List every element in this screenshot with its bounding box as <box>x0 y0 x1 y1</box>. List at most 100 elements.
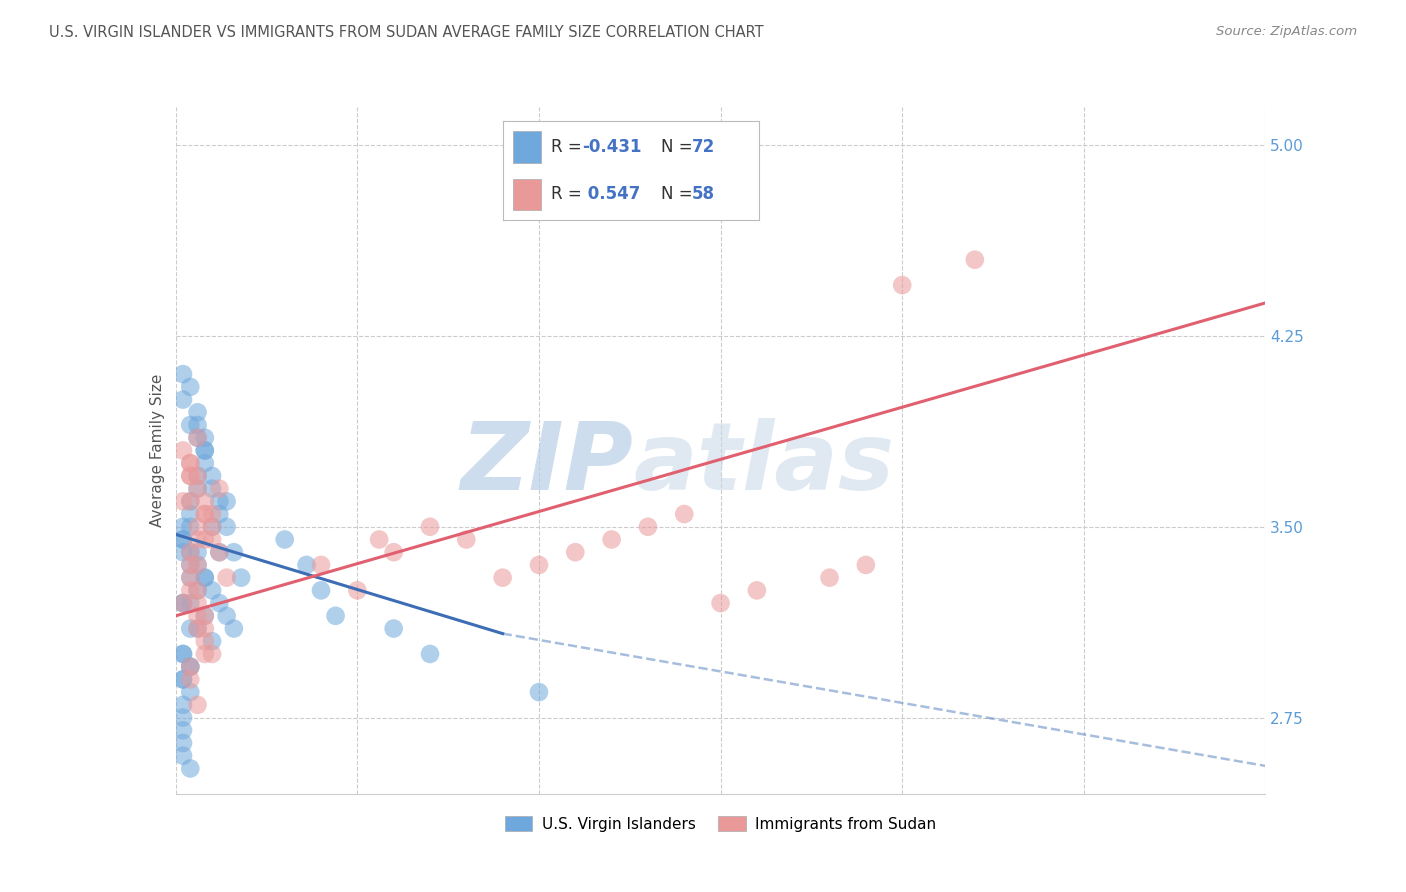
Point <box>186 558 209 572</box>
Point <box>179 380 201 394</box>
Point <box>215 494 238 508</box>
Point <box>201 469 224 483</box>
Point <box>194 571 217 585</box>
Point <box>172 723 194 738</box>
Point <box>673 507 696 521</box>
Point <box>194 431 217 445</box>
Point <box>527 558 550 572</box>
Point <box>172 673 194 687</box>
Point <box>172 392 194 407</box>
Point <box>186 622 209 636</box>
Point <box>194 608 217 623</box>
Point <box>208 482 231 496</box>
Point <box>186 482 209 496</box>
Point <box>179 494 201 508</box>
Point <box>172 596 194 610</box>
Point <box>186 469 209 483</box>
Point <box>172 736 194 750</box>
Point <box>186 431 209 445</box>
Point <box>325 608 347 623</box>
Point <box>637 520 659 534</box>
Point <box>194 608 217 623</box>
Point <box>179 659 201 673</box>
Legend: U.S. Virgin Islanders, Immigrants from Sudan: U.S. Virgin Islanders, Immigrants from S… <box>499 810 942 838</box>
Point <box>274 533 297 547</box>
Point <box>172 443 194 458</box>
Point <box>194 634 217 648</box>
Point <box>179 673 201 687</box>
Point <box>201 647 224 661</box>
Point <box>600 533 623 547</box>
Point <box>194 456 217 470</box>
Point <box>179 545 201 559</box>
Point <box>186 469 209 483</box>
Point <box>201 634 224 648</box>
Point <box>231 571 253 585</box>
Point <box>215 571 238 585</box>
Point <box>194 533 217 547</box>
Point <box>201 482 224 496</box>
Point <box>186 622 209 636</box>
Point <box>186 558 209 572</box>
Point <box>201 507 224 521</box>
Point <box>346 583 368 598</box>
Point <box>186 482 209 496</box>
Point <box>179 571 201 585</box>
Point <box>186 431 209 445</box>
Point <box>179 417 201 432</box>
Point <box>186 583 209 598</box>
Point <box>194 571 217 585</box>
Text: atlas: atlas <box>633 418 894 510</box>
Point <box>186 596 209 610</box>
Point <box>179 507 201 521</box>
Point <box>710 596 733 610</box>
Point <box>179 456 201 470</box>
Point <box>172 698 194 712</box>
Point <box>194 443 217 458</box>
Point <box>186 417 209 432</box>
Text: ZIP: ZIP <box>461 418 633 510</box>
Point <box>172 533 194 547</box>
Point <box>179 622 201 636</box>
Y-axis label: Average Family Size: Average Family Size <box>149 374 165 527</box>
Point <box>194 507 217 521</box>
Point <box>179 659 201 673</box>
Point <box>179 469 201 483</box>
Point <box>492 571 515 585</box>
Point <box>186 698 209 712</box>
Point <box>222 545 245 559</box>
Point <box>186 520 209 534</box>
Point <box>172 545 194 559</box>
Point <box>201 533 224 547</box>
Point <box>172 520 194 534</box>
Point <box>201 583 224 598</box>
Point <box>208 545 231 559</box>
Point <box>186 545 209 559</box>
Point <box>172 748 194 763</box>
Point <box>179 558 201 572</box>
Point <box>186 533 209 547</box>
Point <box>194 647 217 661</box>
Point <box>194 443 217 458</box>
Point <box>179 469 201 483</box>
Point <box>194 494 217 508</box>
Point <box>208 507 231 521</box>
Point <box>172 596 194 610</box>
Point <box>201 520 224 534</box>
Point <box>179 558 201 572</box>
Point <box>818 571 841 585</box>
Point <box>179 520 201 534</box>
Point <box>172 494 194 508</box>
Point <box>382 545 405 559</box>
Point <box>172 596 194 610</box>
Point <box>208 545 231 559</box>
Point <box>208 596 231 610</box>
Point <box>222 622 245 636</box>
Point <box>172 876 194 890</box>
Point <box>208 494 231 508</box>
Point <box>309 558 332 572</box>
Point <box>172 367 194 381</box>
Point <box>382 622 405 636</box>
Point <box>179 545 201 559</box>
Point <box>186 405 209 419</box>
